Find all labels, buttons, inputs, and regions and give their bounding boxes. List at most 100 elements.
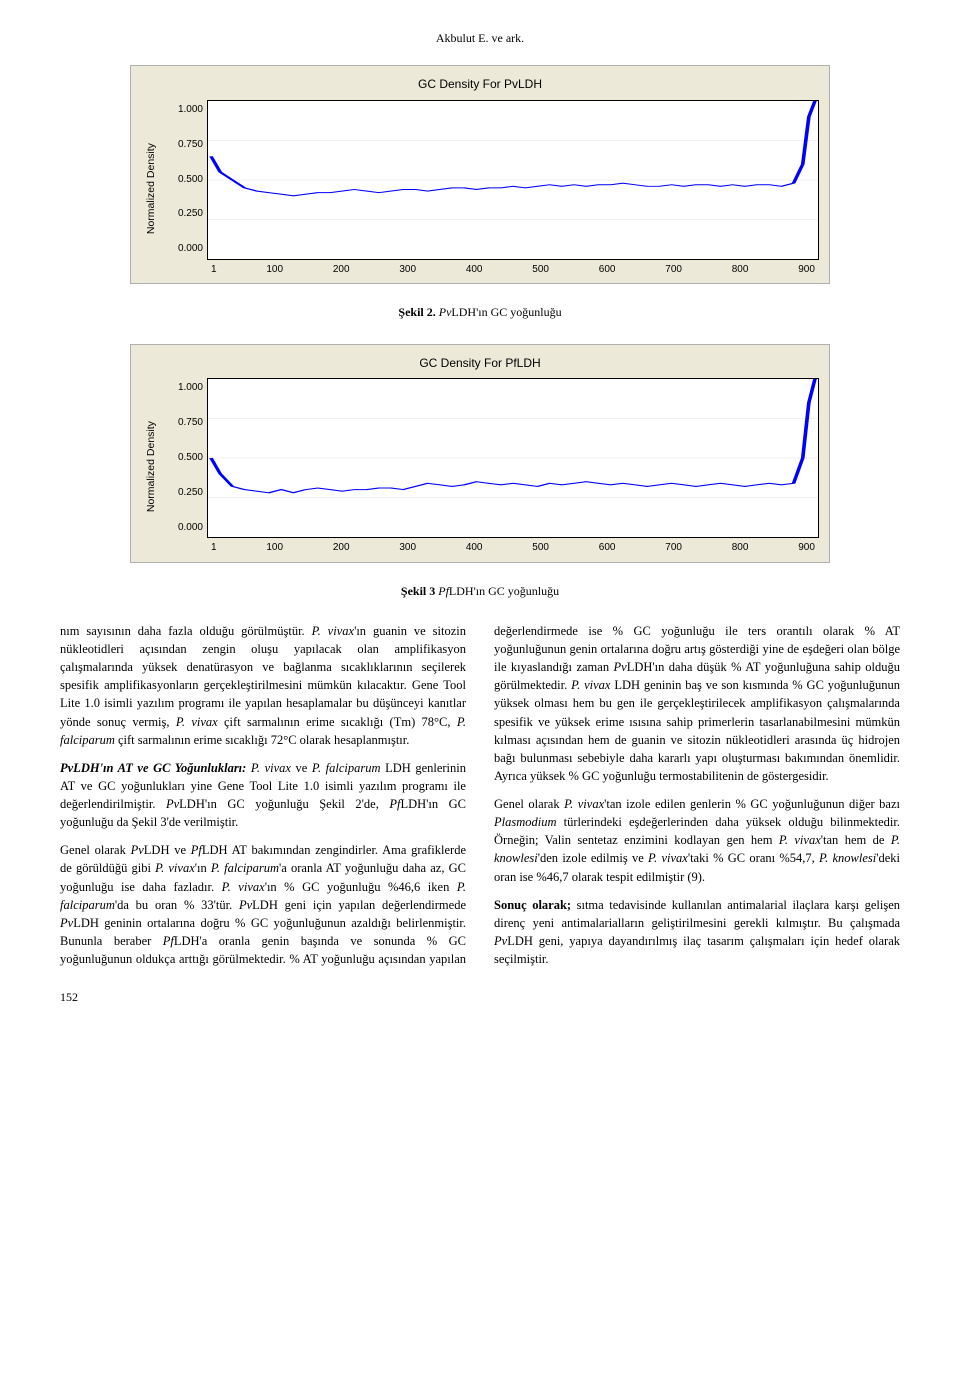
p3-t12: LDH geninin baş ve son kısmında % GC yoğ…: [494, 678, 900, 783]
p5-heading: Sonuç olarak;: [494, 898, 571, 912]
tick-label: 700: [665, 263, 682, 278]
p1-i1: P. vivax: [312, 624, 354, 638]
p3-i11: P. vivax: [571, 678, 610, 692]
tick-label: 1.000: [163, 103, 203, 118]
tick-label: 200: [333, 263, 350, 278]
p3-t6: 'ın % GC yoğunluğu %46,6 iken: [265, 880, 457, 894]
caption-1-italic: Pv: [439, 305, 452, 319]
paragraph-2: PvLDH'ın AT ve GC Yoğunlukları: P. vivax…: [60, 759, 466, 832]
tick-label: 0.500: [163, 451, 203, 466]
tick-label: 300: [399, 263, 416, 278]
tick-label: 700: [665, 541, 682, 556]
chart-frame-1: GC Density For PvLDH Normalized Density …: [130, 65, 830, 284]
caption-2-italic: Pf: [438, 584, 449, 598]
chart-2-xticks: 1 100 200 300 400 500 600 700 800 900: [207, 538, 819, 556]
p1-t3: çift sarmalının erime sıcaklığı (Tm) 78°…: [218, 715, 457, 729]
chart-1-svg: [208, 101, 818, 259]
tick-label: 500: [532, 541, 549, 556]
chart-1-xticks: 1 100 200 300 400 500 600 700 800 900: [207, 260, 819, 278]
tick-label: 900: [798, 541, 815, 556]
tick-label: 0.250: [163, 207, 203, 222]
p4-i3: P. vivax: [779, 833, 821, 847]
tick-label: 400: [466, 541, 483, 556]
tick-label: 800: [732, 263, 749, 278]
chart-1: GC Density For PvLDH Normalized Density …: [130, 65, 830, 284]
p3-i8: Pv: [60, 916, 73, 930]
p4-i6: P. knowlesi: [819, 851, 876, 865]
p4-i5: P. vivax: [648, 851, 688, 865]
p2-i1: P. vivax: [251, 761, 291, 775]
p1-t4: çift sarmalının erime sıcaklığı 72°C ola…: [115, 733, 410, 747]
tick-label: 1: [211, 263, 217, 278]
chart-1-line: [211, 101, 815, 196]
tick-label: 1.000: [163, 381, 203, 396]
tick-label: 600: [599, 541, 616, 556]
chart-2-ylabel-text: Normalized Density: [144, 421, 159, 512]
tick-label: 100: [266, 541, 283, 556]
p3-t4: 'ın: [195, 861, 211, 875]
p1-t2: 'ın guanin ve sitozin nükleotidleri açıs…: [60, 624, 466, 729]
figure-caption-2: Şekil 3 PfLDH'ın GC yoğunluğu: [60, 583, 900, 600]
p4-t1: Genel olarak: [494, 797, 564, 811]
tick-label: 0.750: [163, 416, 203, 431]
tick-label: 200: [333, 541, 350, 556]
page-header: Akbulut E. ve ark.: [60, 30, 900, 47]
tick-label: 900: [798, 263, 815, 278]
paragraph-4: Genel olarak P. vivax'tan izole edilen g…: [494, 795, 900, 886]
tick-label: 100: [266, 263, 283, 278]
chart-2-ylabel: Normalized Density: [141, 378, 163, 556]
chart-1-yticks: 1.0000.7500.5000.2500.000: [163, 100, 207, 260]
tick-label: 0.250: [163, 486, 203, 501]
p3-t8: LDH geni için yapılan değerlendirmede: [252, 898, 466, 912]
p3-i7: Pv: [239, 898, 252, 912]
chart-2-line: [211, 379, 815, 493]
p4-t6: 'taki % GC oranı %54,7,: [688, 851, 819, 865]
p3-i2: Pf: [191, 843, 202, 857]
p2-i2: P. falciparum: [312, 761, 381, 775]
tick-label: 0.000: [163, 521, 203, 536]
tick-label: 1: [211, 541, 217, 556]
chart-1-ylabel-text: Normalized Density: [144, 143, 159, 234]
p3-i5: P. vivax: [222, 880, 265, 894]
p1-i2: P. vivax: [176, 715, 218, 729]
paragraph-5: Sonuç olarak; sıtma tedavisinde kullanıl…: [494, 896, 900, 969]
tick-label: 500: [532, 263, 549, 278]
p2-heading: PvLDH'ın AT ve GC Yoğunlukları:: [60, 761, 246, 775]
caption-1-rest: LDH'ın GC yoğunluğu: [451, 305, 561, 319]
p2-i3: Pv: [166, 797, 179, 811]
p3-i4: P. falciparum: [211, 861, 279, 875]
caption-1-label: Şekil 2.: [398, 305, 438, 319]
p4-t5: 'den izole edilmiş ve: [538, 851, 648, 865]
p4-t2: 'tan izole edilen genlerin % GC yoğunluğ…: [604, 797, 900, 811]
p3-i1: Pv: [131, 843, 144, 857]
tick-label: 600: [599, 263, 616, 278]
chart-1-plotbox: [207, 100, 819, 260]
tick-label: 300: [399, 541, 416, 556]
page-number: 152: [60, 989, 900, 1006]
p5-t2: LDH geni, yapıya dayandırılmış ilaç tasa…: [494, 934, 900, 966]
p3-i9: Pf: [163, 934, 174, 948]
tick-label: 400: [466, 263, 483, 278]
tick-label: 800: [732, 541, 749, 556]
body-columns: nım sayısının daha fazla olduğu görülmüş…: [60, 622, 900, 973]
tick-label: 0.000: [163, 242, 203, 257]
chart-2: GC Density For PfLDH Normalized Density …: [130, 344, 830, 563]
chart-2-plotbox: [207, 378, 819, 538]
p5-i1: Pv: [494, 934, 507, 948]
p3-t1: Genel olarak: [60, 843, 131, 857]
caption-2-label: Şekil 3: [401, 584, 438, 598]
chart-frame-2: GC Density For PfLDH Normalized Density …: [130, 344, 830, 563]
chart-1-ylabel: Normalized Density: [141, 100, 163, 278]
p3-t2: LDH ve: [144, 843, 191, 857]
p3-t7: 'da bu oran % 33'tür.: [115, 898, 239, 912]
figure-caption-1: Şekil 2. PvLDH'ın GC yoğunluğu: [60, 304, 900, 321]
chart-1-title: GC Density For PvLDH: [141, 76, 819, 93]
p4-t4: 'tan hem de: [821, 833, 891, 847]
chart-2-svg: [208, 379, 818, 537]
chart-2-yticks: 1.000 0.750 0.500 0.250 0.000: [163, 378, 207, 538]
p4-i2: Plasmodium: [494, 815, 557, 829]
paragraph-1: nım sayısının daha fazla olduğu görülmüş…: [60, 622, 466, 749]
caption-2-rest: LDH'ın GC yoğunluğu: [449, 584, 559, 598]
p4-i1: P. vivax: [564, 797, 604, 811]
p2-t4: LDH'ın GC yoğunluğu Şekil 2'de,: [179, 797, 389, 811]
